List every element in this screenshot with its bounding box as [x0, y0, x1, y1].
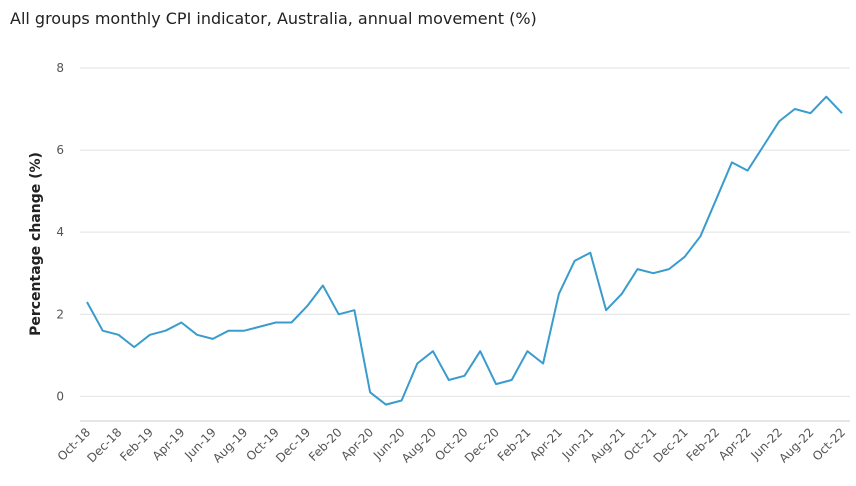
y-tick-label: 4 [56, 225, 64, 239]
x-tick-label: Aug-21 [588, 425, 628, 465]
x-tick-label: Apr-21 [527, 425, 565, 463]
x-tick-label: Feb-21 [495, 425, 534, 464]
y-tick-label: 2 [56, 307, 64, 321]
y-tick-label: 0 [56, 389, 64, 403]
y-tick-label: 8 [56, 61, 64, 75]
data-line [86, 95, 843, 406]
x-tick-label: Apr-22 [716, 425, 754, 463]
x-tick-label: Aug-19 [210, 425, 250, 465]
x-tick-label: Apr-20 [338, 425, 376, 463]
chart-title: All groups monthly CPI indicator, Austra… [10, 9, 537, 28]
x-tick-label: Dec-19 [273, 425, 313, 465]
x-tick-label: Dec-21 [651, 425, 691, 465]
y-tick-label: 6 [56, 143, 64, 157]
x-tick-label: Feb-20 [306, 425, 345, 464]
x-tick-label: Aug-20 [399, 425, 439, 465]
x-tick-label: Dec-20 [462, 425, 502, 465]
x-tick-label: Feb-19 [117, 425, 156, 464]
x-tick-label: Feb-22 [683, 425, 722, 464]
y-axis-label: Percentage change (%) [28, 152, 44, 336]
x-tick-label: Dec-18 [84, 425, 124, 465]
x-tick-label: Oct-22 [810, 425, 848, 463]
x-tick-label: Aug-22 [776, 425, 816, 465]
x-tick-label: Apr-19 [150, 425, 188, 463]
